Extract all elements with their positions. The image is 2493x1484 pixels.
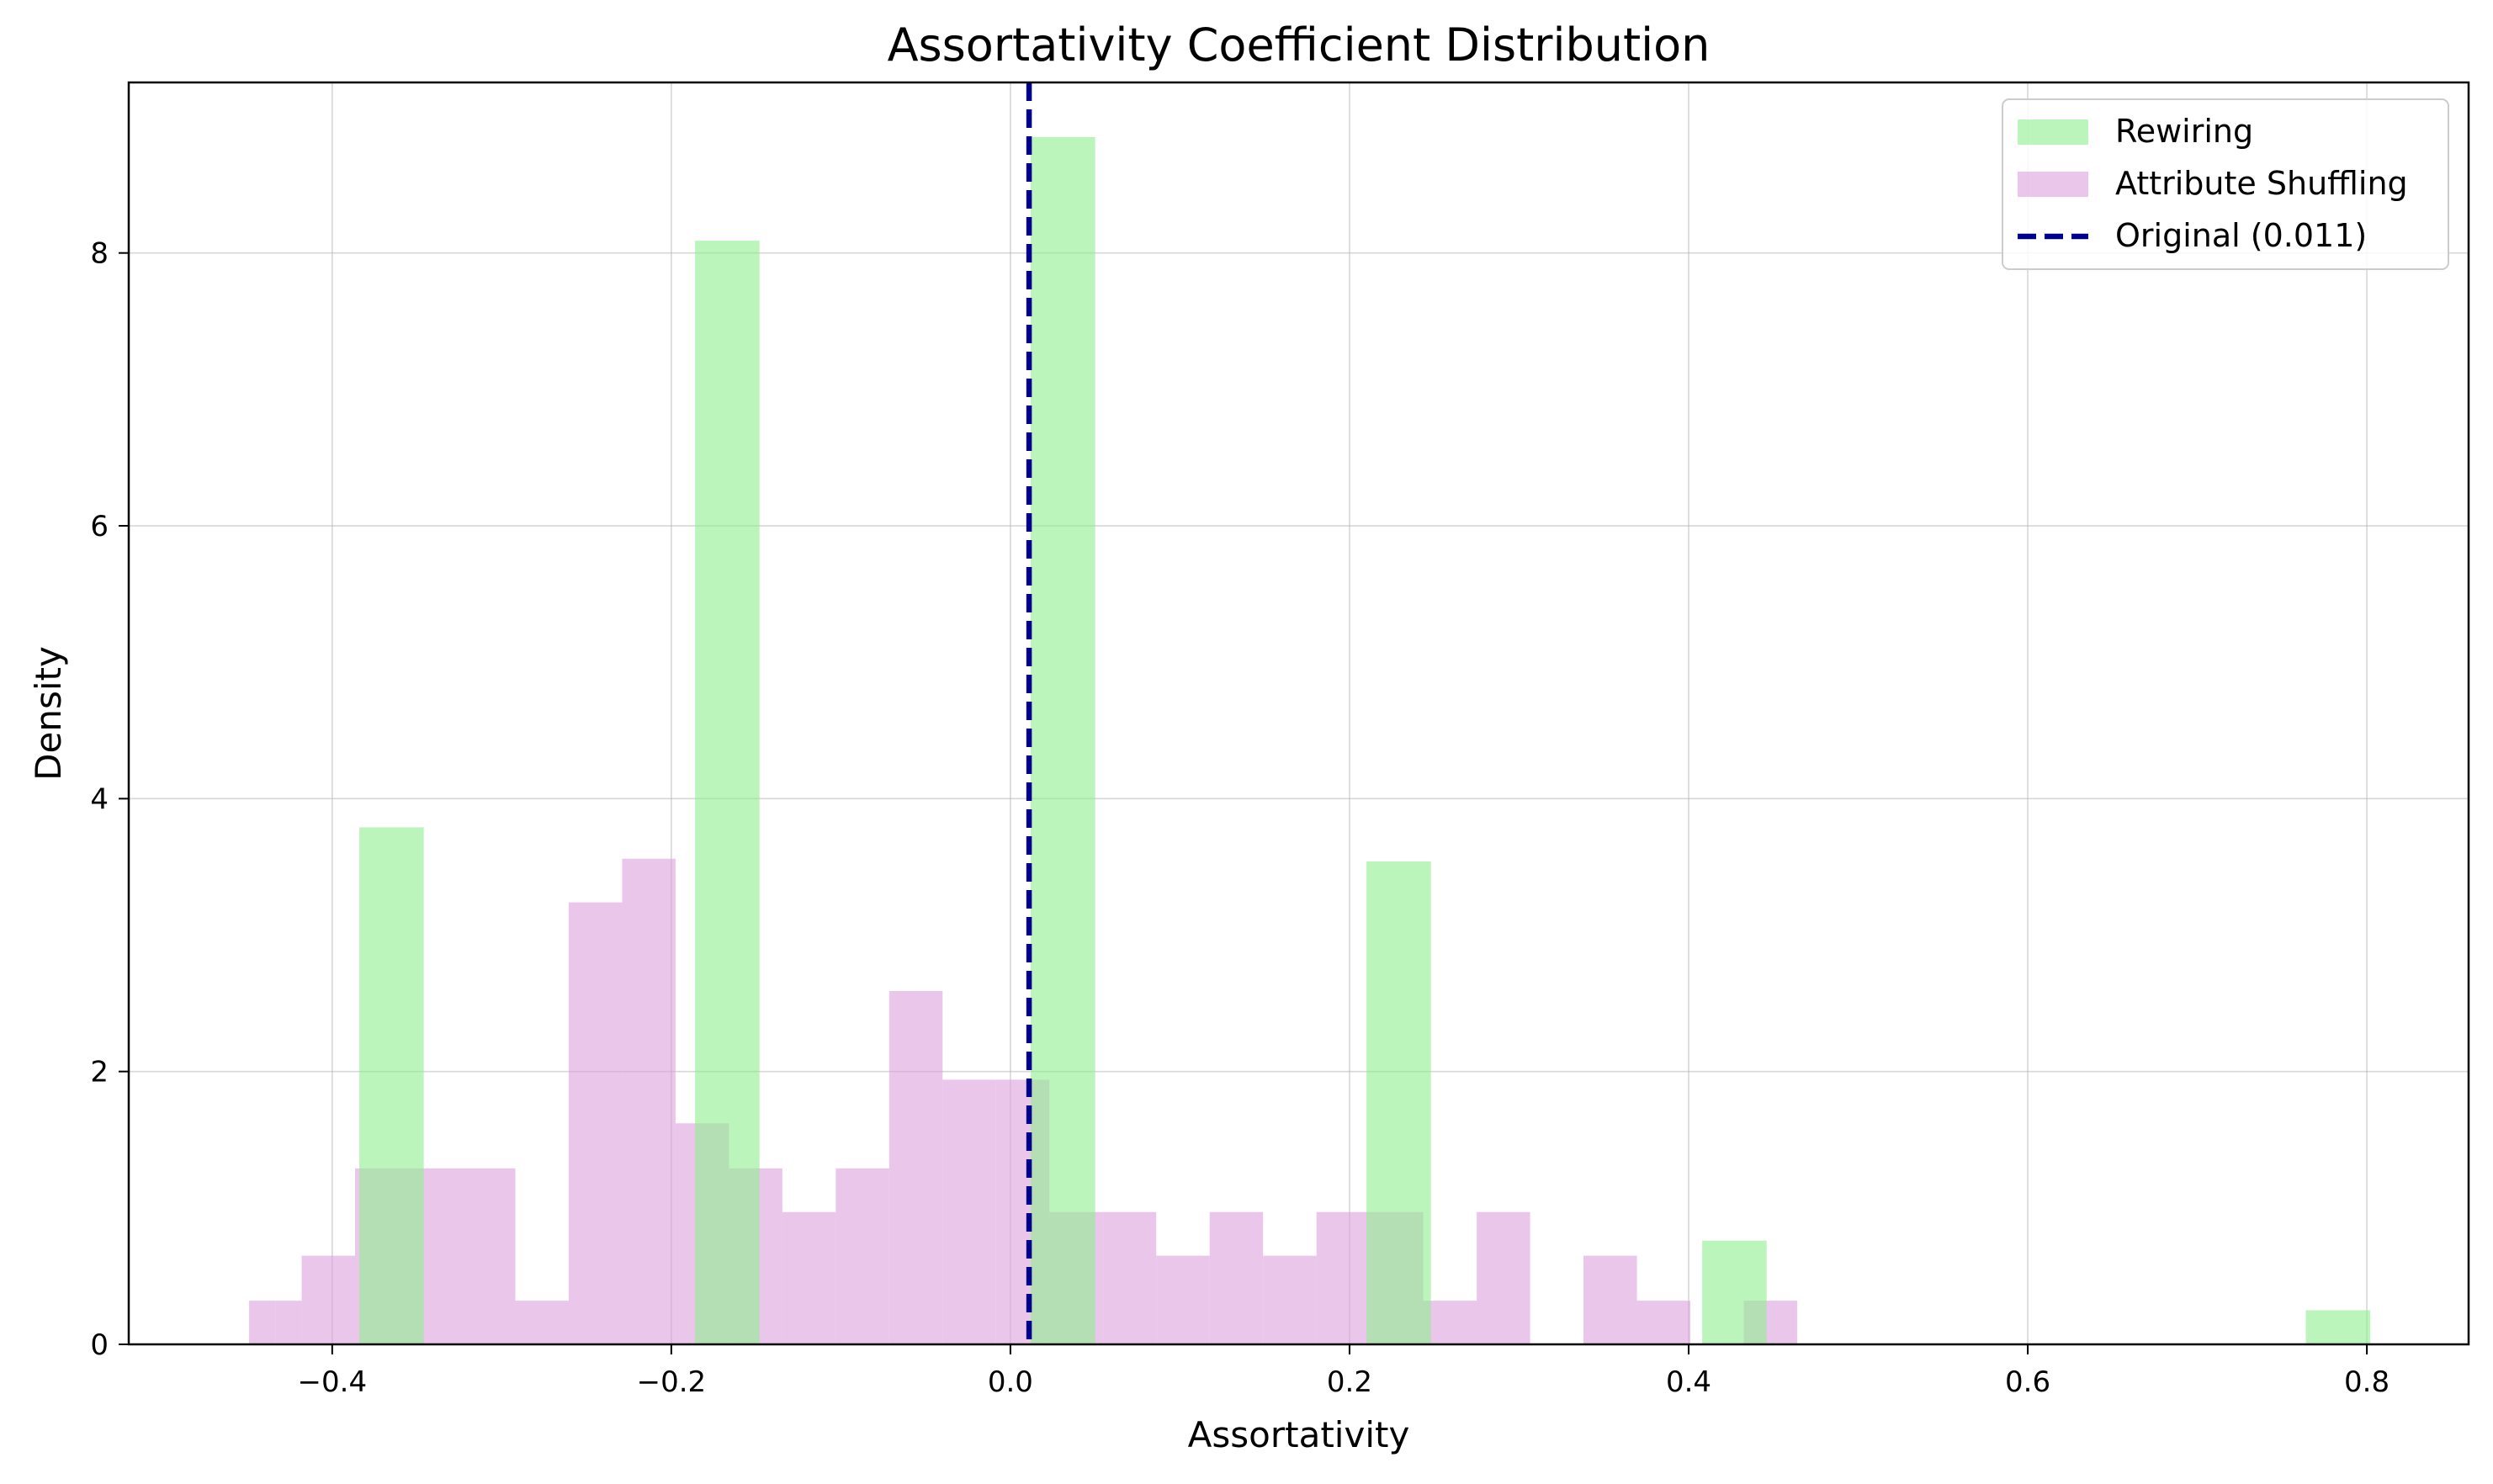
histogram-bar: [1263, 1255, 1317, 1344]
histogram-bar: [1702, 1240, 1767, 1344]
legend-label: Rewiring: [2115, 113, 2253, 150]
histogram-bar: [888, 991, 943, 1344]
histogram-bar: [249, 1301, 276, 1344]
histogram-bar: [1636, 1301, 1691, 1344]
histogram-bar: [622, 858, 676, 1344]
histogram-bar: [942, 1079, 996, 1344]
histogram-bar: [301, 1255, 356, 1344]
legend: Rewiring Attribute Shuffling Original (0.0…: [2002, 98, 2449, 270]
y-tick-label: 2: [90, 1056, 109, 1089]
histogram-bar: [2305, 1310, 2371, 1344]
x-tick-label: −0.4: [298, 1365, 368, 1399]
legend-label: Attribute Shuffling: [2115, 165, 2408, 202]
histogram-bar: [782, 1211, 836, 1344]
axis-ticks: −0.4 −0.2 0.0 0.2 0.4 0.6 0.8 0 2 4 6 8: [90, 237, 2390, 1399]
x-tick-label: 0.2: [1327, 1365, 1372, 1399]
histogram-bar: [1366, 861, 1431, 1344]
x-tick-label: 0.0: [988, 1365, 1033, 1399]
chart-title: Assortativity Coefficient Distribution: [888, 19, 1711, 72]
y-tick-label: 0: [90, 1328, 109, 1362]
histogram-bar: [461, 1168, 516, 1344]
x-axis-label: Assortativity: [1188, 1414, 1410, 1455]
y-tick-label: 8: [90, 237, 109, 271]
legend-swatch: [2018, 119, 2088, 145]
plot-area-border: [127, 81, 2470, 1346]
histogram-bar: [1423, 1301, 1477, 1344]
legend-box: [2002, 98, 2449, 270]
histogram-bar: [1031, 136, 1095, 1344]
histogram-bar: [515, 1301, 569, 1344]
histogram-bar: [359, 827, 424, 1344]
histogram-bar: [568, 902, 623, 1344]
x-tick-label: 0.8: [2344, 1365, 2390, 1399]
histogram-bar: [1316, 1211, 1371, 1344]
y-tick-label: 6: [90, 510, 109, 543]
legend-swatch: [2018, 172, 2088, 197]
histogram-bar: [1583, 1255, 1637, 1344]
histogram-bar: [1156, 1255, 1210, 1344]
y-axis-label: Density: [28, 646, 69, 781]
histogram-bar: [1102, 1211, 1157, 1344]
histogram-bar: [275, 1301, 302, 1344]
x-tick-label: −0.2: [637, 1365, 707, 1399]
y-tick-label: 4: [90, 782, 109, 816]
histogram-bar: [1209, 1211, 1264, 1344]
rewiring-bars: [359, 136, 2371, 1344]
legend-label: Original (0.011): [2115, 217, 2367, 254]
histogram-bar: [835, 1168, 889, 1344]
x-tick-label: 0.4: [1666, 1365, 1711, 1399]
histogram-bar: [695, 241, 760, 1344]
histogram-bar: [1477, 1211, 1530, 1344]
x-tick-label: 0.6: [2005, 1365, 2050, 1399]
